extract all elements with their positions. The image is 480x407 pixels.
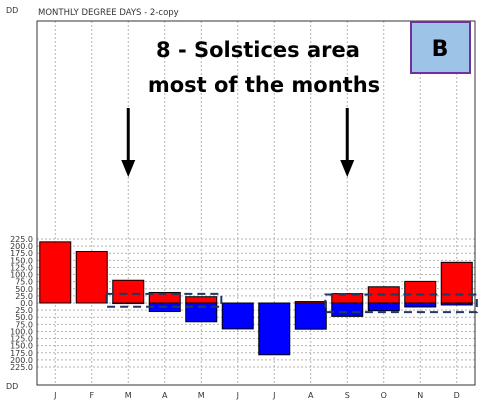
x-tick-label: N <box>417 391 423 400</box>
y-tick-label: 125.0 <box>10 335 33 344</box>
y-tick-label: 150.0 <box>10 342 33 351</box>
x-tick-label: M <box>125 391 132 400</box>
y-tick-label: 100.0 <box>10 327 33 336</box>
annotation-line-1: 8 - Solstices area <box>156 38 360 62</box>
y-tick-label: 25.0 <box>15 306 33 315</box>
blue-bar-S <box>331 302 364 317</box>
y-axis-bottom-label: DD <box>6 382 18 391</box>
y-tick-label: 100.0 <box>10 271 33 280</box>
red-bar-D <box>440 261 473 304</box>
x-tick-label: D <box>454 391 460 400</box>
x-tick-label: J <box>236 391 239 400</box>
x-tick-label: F <box>89 391 94 400</box>
y-tick-label: 150.0 <box>10 256 33 265</box>
arrow-head <box>340 160 355 177</box>
blue-bar-N <box>404 302 437 308</box>
y-tick-label: 125.0 <box>10 263 33 272</box>
red-bar-M <box>185 296 218 304</box>
y-tick-label: 225.0 <box>10 235 33 244</box>
y-tick-label: 175.0 <box>10 249 33 258</box>
y-tick-label: 75.0 <box>15 320 33 329</box>
y-tick-label: 0.0 <box>20 299 33 308</box>
blue-bar-M <box>112 302 145 305</box>
y-tick-label: 200.0 <box>10 242 33 251</box>
annotation: 8 - Solstices area most of the months <box>121 38 380 177</box>
blue-bar-M <box>185 302 218 323</box>
red-bar-M <box>112 279 145 304</box>
dashed-highlight-boxes <box>105 292 478 314</box>
y-axis-top-label: DD <box>6 6 18 15</box>
y-tick-label: 25.0 <box>15 292 33 301</box>
y-tick-label: 175.0 <box>10 349 33 358</box>
y-tick-label: 50.0 <box>15 313 33 322</box>
badge-label: B <box>432 37 449 62</box>
plot-frame <box>36 20 476 386</box>
y-tick-label: 200.0 <box>10 356 33 365</box>
bars <box>39 241 473 356</box>
red-bar-F <box>75 251 108 304</box>
x-tick-label: A <box>308 391 314 400</box>
badge-box <box>410 21 471 74</box>
chart-title: MONTHLY DEGREE DAYS - 2-copy <box>38 8 179 18</box>
dashed-highlight-box <box>324 293 478 314</box>
x-tick-label: A <box>162 391 168 400</box>
arrow-head <box>121 160 136 177</box>
badge: B <box>410 21 471 74</box>
blue-bar-O <box>367 302 400 312</box>
y-tick-label: 75.0 <box>15 278 33 287</box>
blue-bar-J <box>258 302 291 356</box>
red-bar-N <box>404 280 437 304</box>
grid <box>37 21 475 385</box>
x-tick-label: J <box>53 391 56 400</box>
y-tick-labels: 225.0200.0175.0150.0125.0100.075.050.025… <box>10 235 33 372</box>
x-tick-label: O <box>381 391 387 400</box>
blue-bar-D <box>440 302 473 306</box>
annotation-arrows <box>121 108 355 177</box>
y-tick-label: 50.0 <box>15 285 33 294</box>
x-tick-label: M <box>198 391 205 400</box>
x-tick-label: S <box>345 391 350 400</box>
y-tick-label: 225.0 <box>10 363 33 372</box>
dashed-highlight-box <box>105 292 223 308</box>
red-bar-J <box>39 241 72 304</box>
x-tick-label: J <box>272 391 275 400</box>
blue-bar-J <box>221 302 254 330</box>
blue-bar-A <box>294 302 327 330</box>
annotation-line-2: most of the months <box>148 73 380 97</box>
